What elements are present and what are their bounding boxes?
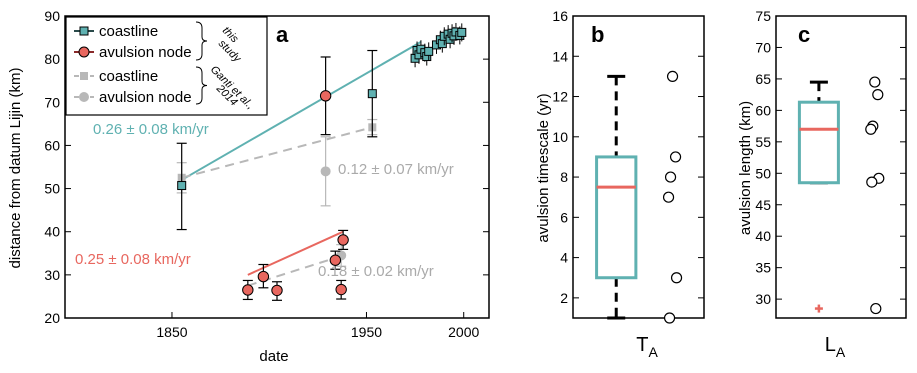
coastline-point <box>367 89 377 99</box>
trend-label: 0.26 ± 0.08 km/yr <box>93 121 209 138</box>
panel-b-frame <box>572 15 705 319</box>
panel-b-ytick-label: 12 <box>552 89 568 105</box>
panel-b-ytick-label: 8 <box>560 169 568 185</box>
panel-a-ylabel: distance from datum Lijin (km) <box>7 68 24 269</box>
panel-c-ytick-label: 50 <box>755 165 771 181</box>
panel-b-box <box>595 155 638 280</box>
panel-b-xlabel-sub: A <box>648 344 658 360</box>
legend-marker <box>78 46 90 58</box>
legend-brace <box>195 21 208 61</box>
panel-b-point <box>664 171 677 183</box>
panel-b-point <box>669 151 682 163</box>
panel-b-point <box>662 191 675 203</box>
panel-c-ytick-label: 75 <box>755 8 771 24</box>
panel-c-ytick-label: 35 <box>755 260 771 276</box>
panel-b-point <box>663 312 676 324</box>
panel-c-box <box>797 100 840 185</box>
panel-b-point <box>666 70 679 83</box>
panel-c-point <box>872 89 884 101</box>
panel-c-xlabel: LA <box>825 334 846 360</box>
panel-c-point <box>869 76 881 88</box>
panel-a: a distance from datum Lijin (km) date 20… <box>7 8 490 365</box>
legend-brace <box>195 66 208 105</box>
avulsion-point <box>335 283 347 296</box>
coastline-point <box>177 181 187 191</box>
coastline-point <box>437 39 447 49</box>
panel-c-point <box>866 176 878 188</box>
panel-c-point <box>865 123 877 135</box>
panel-b-ytick-label: 4 <box>560 250 568 266</box>
avulsion-point <box>257 270 270 283</box>
panel-a-ytick-label: 20 <box>44 310 60 326</box>
trend-line <box>181 41 422 181</box>
panel-b: b avulsion timescale (yr) TA 2 4 6 8 10 12 14 1… <box>535 8 705 360</box>
panel-c-ytick-label: 55 <box>755 134 771 150</box>
panel-c-ytick-label: 70 <box>755 39 771 55</box>
legend-label: avulsion node <box>99 44 192 61</box>
panel-a-label: a <box>276 22 289 47</box>
panel-a-ytick-label: 90 <box>44 8 60 24</box>
avulsion-point <box>271 284 283 297</box>
legend-label: avulsion node <box>99 89 192 106</box>
panel-b-ylabel: avulsion timescale (yr) <box>535 93 552 242</box>
panel-c-xlabel-main: L <box>825 334 836 356</box>
panel-a-ytick-label: 30 <box>44 267 60 283</box>
panel-a-ytick-label: 70 <box>44 94 60 110</box>
trend-line <box>181 126 373 179</box>
coastline-point <box>457 27 467 37</box>
avulsion-point <box>242 284 254 296</box>
panel-a-xtick-label: 1850 <box>156 324 187 340</box>
panel-b-ytick-label: 16 <box>552 8 568 24</box>
trend-label: 0.12 ± 0.07 km/yr <box>338 161 454 178</box>
avulsion-point <box>337 234 349 246</box>
panel-a-xtick-label: 1950 <box>351 324 382 340</box>
panel-a-ytick-label: 40 <box>44 224 60 240</box>
panel-b-ytick-label: 2 <box>560 290 568 306</box>
panel-b-ytick-label: 6 <box>560 209 568 225</box>
legend-marker <box>79 26 89 36</box>
legend-marker <box>79 92 89 102</box>
panel-a-ytick-label: 50 <box>44 181 60 197</box>
panel-b-xlabel: TA <box>636 334 658 360</box>
panel-a-ytick-label: 60 <box>44 137 60 153</box>
trend-label: 0.25 ± 0.08 km/yr <box>75 251 191 268</box>
panel-b-ytick-label: 14 <box>552 48 568 64</box>
legend-label: coastline <box>99 23 158 40</box>
panel-c-ytick-label: 40 <box>755 228 771 244</box>
panel-c-xlabel-sub: A <box>836 344 846 360</box>
legend-label: coastline <box>99 68 158 85</box>
panel-c-ytick-label: 65 <box>755 71 771 87</box>
panel-c-ylabel: avulsion length (km) <box>737 101 754 235</box>
coastline-point <box>424 46 434 56</box>
panel-b-point <box>670 272 683 284</box>
ganti-avulsion-point <box>320 166 331 177</box>
panel-b-label: b <box>591 22 604 47</box>
panel-c-frame <box>775 15 907 319</box>
panel-a-xtick-label: 2000 <box>448 324 479 340</box>
panel-a-xlabel: date <box>259 348 288 365</box>
panel-c-ytick-label: 30 <box>755 291 771 307</box>
panel-b-ytick-label: 10 <box>552 129 568 145</box>
legend-marker <box>80 72 88 80</box>
panel-c-ytick-label: 60 <box>755 102 771 118</box>
legend-box <box>65 16 268 116</box>
panel-a-ytick-label: 80 <box>44 51 60 67</box>
avulsion-point <box>329 254 342 266</box>
panel-c-label: c <box>798 22 810 47</box>
panel-a-legend: coastline avulsion node coastline avulsion … <box>65 16 268 116</box>
panel-b-xlabel-main: T <box>636 334 648 356</box>
trend-label: 0.18 ± 0.02 km/yr <box>318 263 434 280</box>
avulsion-point <box>319 90 332 102</box>
panel-c-ytick-label: 45 <box>755 197 771 213</box>
panel-c-point <box>870 302 882 315</box>
panel-c: c avulsion length (km) LA 30 35 40 45 50 55 60… <box>737 8 907 360</box>
panel-a-frame <box>64 15 490 319</box>
